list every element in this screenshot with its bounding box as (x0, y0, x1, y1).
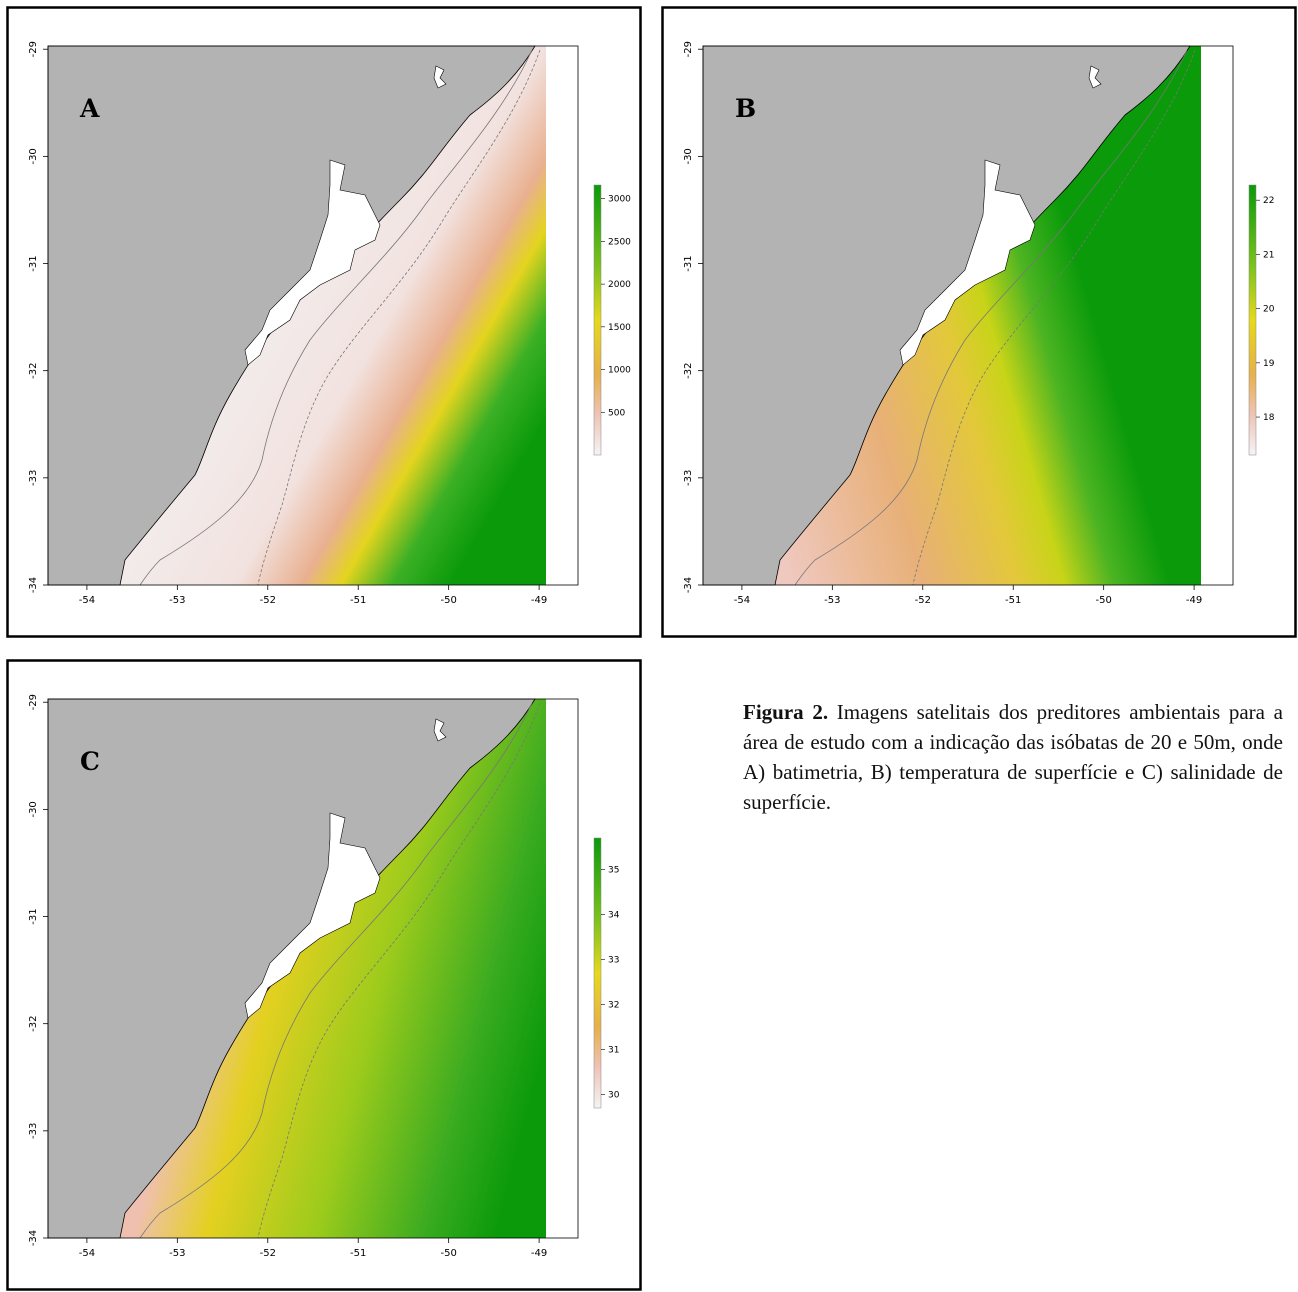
x-tick-label: -49 (1186, 595, 1202, 606)
colorbar-tick-label: 34 (608, 911, 620, 921)
panel-label: C (80, 747, 100, 776)
x-tick-label: -49 (531, 595, 547, 606)
x-tick-label: -53 (169, 1248, 185, 1259)
y-tick-label: -29 (683, 41, 694, 57)
colorbar-tick-label: 18 (1263, 413, 1275, 423)
isobath-50m (257, 49, 541, 586)
x-tick-label: -50 (1095, 595, 1111, 606)
x-tick-label: -52 (915, 595, 931, 606)
colorbar-tick-label: 20 (1263, 305, 1275, 315)
colorbar-tick-label: 500 (608, 408, 625, 418)
x-tick-label: -54 (734, 595, 750, 606)
isobath-50m (912, 49, 1196, 586)
y-tick-label: -34 (28, 1230, 39, 1246)
colorbar-tick-label: 21 (1263, 250, 1274, 260)
y-tick-label: -32 (28, 363, 39, 379)
y-tick-label: -32 (28, 1016, 39, 1032)
panel-label: B (735, 94, 756, 123)
y-tick-label: -30 (28, 801, 39, 817)
colorbar (593, 184, 602, 456)
colorbar-tick-label: 1000 (608, 366, 631, 376)
colorbar-tick-label: 1500 (608, 323, 631, 333)
y-tick-label: -34 (683, 577, 694, 593)
plot-frame (702, 45, 1234, 586)
y-tick-label: -29 (28, 41, 39, 57)
y-tick-label: -31 (28, 908, 39, 924)
colorbar-tick-label: 30 (608, 1091, 620, 1101)
x-tick-label: -54 (79, 595, 95, 606)
colorbar-tick-label: 3000 (608, 195, 631, 205)
figure-caption: Figura 2. Imagens satelitais dos predito… (743, 697, 1283, 817)
colorbar-tick-label: 33 (608, 956, 619, 966)
x-tick-label: -52 (260, 595, 276, 606)
panel-border (6, 6, 642, 638)
colorbar-tick-label: 2000 (608, 280, 631, 290)
lagoon (244, 812, 381, 1019)
y-tick-label: -33 (28, 1123, 39, 1139)
colorbar-tick-label: 2500 (608, 237, 631, 247)
map-panel: C -54 -53 -52 -51 -50 -49 -29 -30 -31 -32 -33 -34 30 3… (6, 659, 642, 1291)
x-tick-label: -53 (824, 595, 840, 606)
x-tick-label: -49 (531, 1248, 547, 1259)
map-panel: A -54 -53 -52 -51 -50 -49 -29 -30 -31 -32 -33 -34 500… (6, 6, 642, 638)
y-tick-label: -31 (683, 255, 694, 271)
panel-label: A (79, 94, 100, 123)
y-tick-label: -29 (28, 694, 39, 710)
y-tick-label: -31 (28, 255, 39, 271)
colorbar (1248, 184, 1257, 456)
x-tick-label: -51 (350, 595, 366, 606)
isobath-50m (257, 702, 541, 1239)
y-tick-label: -32 (683, 363, 694, 379)
colorbar-tick-label: 31 (608, 1046, 619, 1056)
y-tick-label: -30 (28, 148, 39, 164)
plot-frame (47, 698, 579, 1239)
colorbar (593, 837, 602, 1109)
colorbar-tick-label: 19 (1263, 359, 1275, 369)
x-tick-label: -51 (350, 1248, 366, 1259)
x-tick-label: -53 (169, 595, 185, 606)
lagoon (899, 159, 1036, 366)
plot-frame (47, 45, 579, 586)
y-tick-label: -33 (683, 470, 694, 486)
x-tick-label: -50 (440, 595, 456, 606)
lagoon (1088, 65, 1102, 89)
colorbar-tick-label: 35 (608, 866, 619, 876)
colorbar-tick-label: 32 (608, 1001, 619, 1011)
x-tick-label: -50 (440, 1248, 456, 1259)
isobath-20m (794, 49, 1188, 586)
x-tick-label: -51 (1005, 595, 1021, 606)
y-tick-label: -33 (28, 470, 39, 486)
caption-text: Imagens satelitais dos preditores ambien… (743, 700, 1283, 814)
map-panel: B -54 -53 -52 -51 -50 -49 -29 -30 -31 -32 -33 -34 18 1… (661, 6, 1297, 638)
y-tick-label: -34 (28, 577, 39, 593)
x-tick-label: -52 (260, 1248, 276, 1259)
lagoon (244, 159, 381, 366)
lagoon (433, 65, 447, 89)
lagoon (433, 718, 447, 742)
panel-border (661, 6, 1297, 638)
x-tick-label: -54 (79, 1248, 95, 1259)
y-tick-label: -30 (683, 148, 694, 164)
isobath-20m (139, 49, 533, 586)
colorbar-tick-label: 22 (1263, 196, 1274, 206)
caption-label: Figura 2. (743, 700, 829, 724)
panel-border (6, 659, 642, 1291)
isobath-20m (139, 702, 533, 1239)
